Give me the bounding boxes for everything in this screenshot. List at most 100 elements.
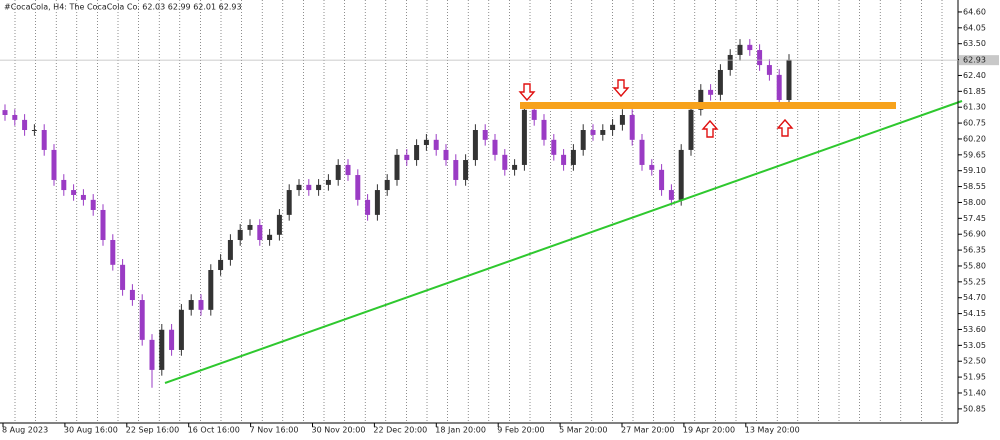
y-tick-label: 59.65 (963, 150, 986, 159)
candle-body (502, 154, 508, 170)
candle-body (247, 224, 253, 230)
x-tick-label: 22 Sep 16:00 (126, 426, 179, 435)
candle-body (257, 224, 263, 240)
x-tick-label: 19 Apr 20:00 (683, 426, 735, 435)
candle-body (169, 329, 175, 350)
trend-line (164, 100, 963, 384)
candle-body (600, 130, 606, 135)
candle-body (296, 184, 302, 191)
candle-body (610, 124, 616, 131)
candle-body (561, 154, 567, 165)
y-tick-label: 56.90 (963, 230, 986, 239)
candle-body (100, 209, 106, 240)
candle-body (414, 145, 420, 161)
x-tick-label: 9 Feb 20:00 (497, 426, 544, 435)
candle-body (766, 65, 772, 75)
y-tick-label: 55.25 (963, 277, 986, 286)
y-tick-label: 61.85 (963, 87, 986, 96)
candle-body (708, 89, 714, 95)
candle-body (276, 214, 282, 235)
candle-body (2, 110, 8, 115)
x-tick-label: 16 Oct 16:00 (188, 426, 240, 435)
candle-body (129, 289, 135, 301)
candle-body (41, 130, 47, 150)
candle-body (531, 109, 537, 120)
candle-body (208, 270, 214, 310)
candle-body (306, 184, 312, 191)
candle-body (198, 300, 204, 310)
x-tick-label: 27 Mar 20:00 (621, 426, 674, 435)
candle-body (384, 179, 390, 191)
candle-body (22, 119, 28, 131)
candle-body (590, 130, 596, 135)
y-tick-label: 64.05 (963, 23, 986, 32)
candle-body (365, 199, 371, 215)
chart-title: #CocaCola, H4: The CocaCola Co. 62.03 62… (4, 3, 242, 12)
candle-body (678, 149, 684, 200)
candle-body (453, 160, 459, 180)
candle-body (188, 300, 194, 310)
last-price-box (959, 55, 999, 66)
y-tick-label: 64.60 (963, 7, 986, 16)
candle-body (345, 164, 351, 176)
candle-body (286, 190, 292, 215)
x-tick-label: 5 Mar 20:00 (559, 426, 607, 435)
candle-body (90, 199, 96, 210)
candle-body (698, 89, 704, 110)
x-tick-label: 13 May 20:00 (745, 426, 800, 435)
candles (2, 39, 792, 388)
candle-body (316, 184, 322, 191)
candle-body (443, 149, 449, 161)
candle-body (668, 190, 674, 200)
candle-body (541, 119, 547, 140)
candle-body (149, 339, 155, 370)
y-tick-label: 59.10 (963, 166, 986, 175)
candle-body (639, 139, 645, 165)
y-tick-label: 51.95 (963, 373, 986, 382)
candle-body (433, 139, 439, 150)
x-tick-label: 30 Nov 20:00 (312, 426, 366, 435)
candle-body (659, 169, 665, 191)
y-tick-label: 53.60 (963, 325, 986, 334)
candle-body (178, 309, 184, 350)
candle-body (80, 194, 86, 200)
y-tick-label: 55.80 (963, 261, 986, 270)
candle-body (71, 190, 77, 195)
candle-body (688, 109, 694, 150)
x-tick-label: 8 Aug 2023 (2, 426, 48, 435)
y-tick-label: 58.00 (963, 198, 986, 207)
x-tick-label: 7 Nov 16:00 (250, 426, 299, 435)
candle-body (237, 229, 243, 240)
candle-body (159, 329, 165, 370)
y-tick-label: 54.15 (963, 309, 986, 318)
down-arrow (518, 83, 536, 102)
candle-body (717, 69, 723, 95)
candle-body (227, 239, 233, 260)
candle-body (218, 259, 224, 271)
candle-body (61, 179, 67, 191)
candle-body (747, 44, 753, 51)
candle-body (551, 139, 557, 155)
candle-body (737, 44, 743, 55)
candle-body (463, 160, 469, 180)
candle-body (580, 130, 586, 150)
y-tick-label: 61.30 (963, 103, 986, 112)
candle-body (355, 175, 361, 200)
y-tick-label: 60.20 (963, 134, 986, 143)
resistance-zone (520, 102, 896, 109)
candle-body (12, 115, 18, 120)
x-tick-label: 22 Dec 20:00 (373, 426, 427, 435)
candle-body (404, 154, 410, 161)
candle-body (472, 130, 478, 161)
y-tick-label: 52.50 (963, 357, 986, 366)
y-tick-label: 51.40 (963, 388, 986, 397)
candle-body (110, 239, 116, 265)
candle-body (423, 139, 429, 146)
candle-body (31, 130, 37, 132)
y-tick-label: 56.35 (963, 246, 986, 255)
last-price-label: 62.93 (963, 56, 986, 65)
candle-body (776, 74, 782, 100)
x-tick-label: 18 Jan 20:00 (435, 426, 486, 435)
y-tick-label: 53.05 (963, 341, 986, 350)
